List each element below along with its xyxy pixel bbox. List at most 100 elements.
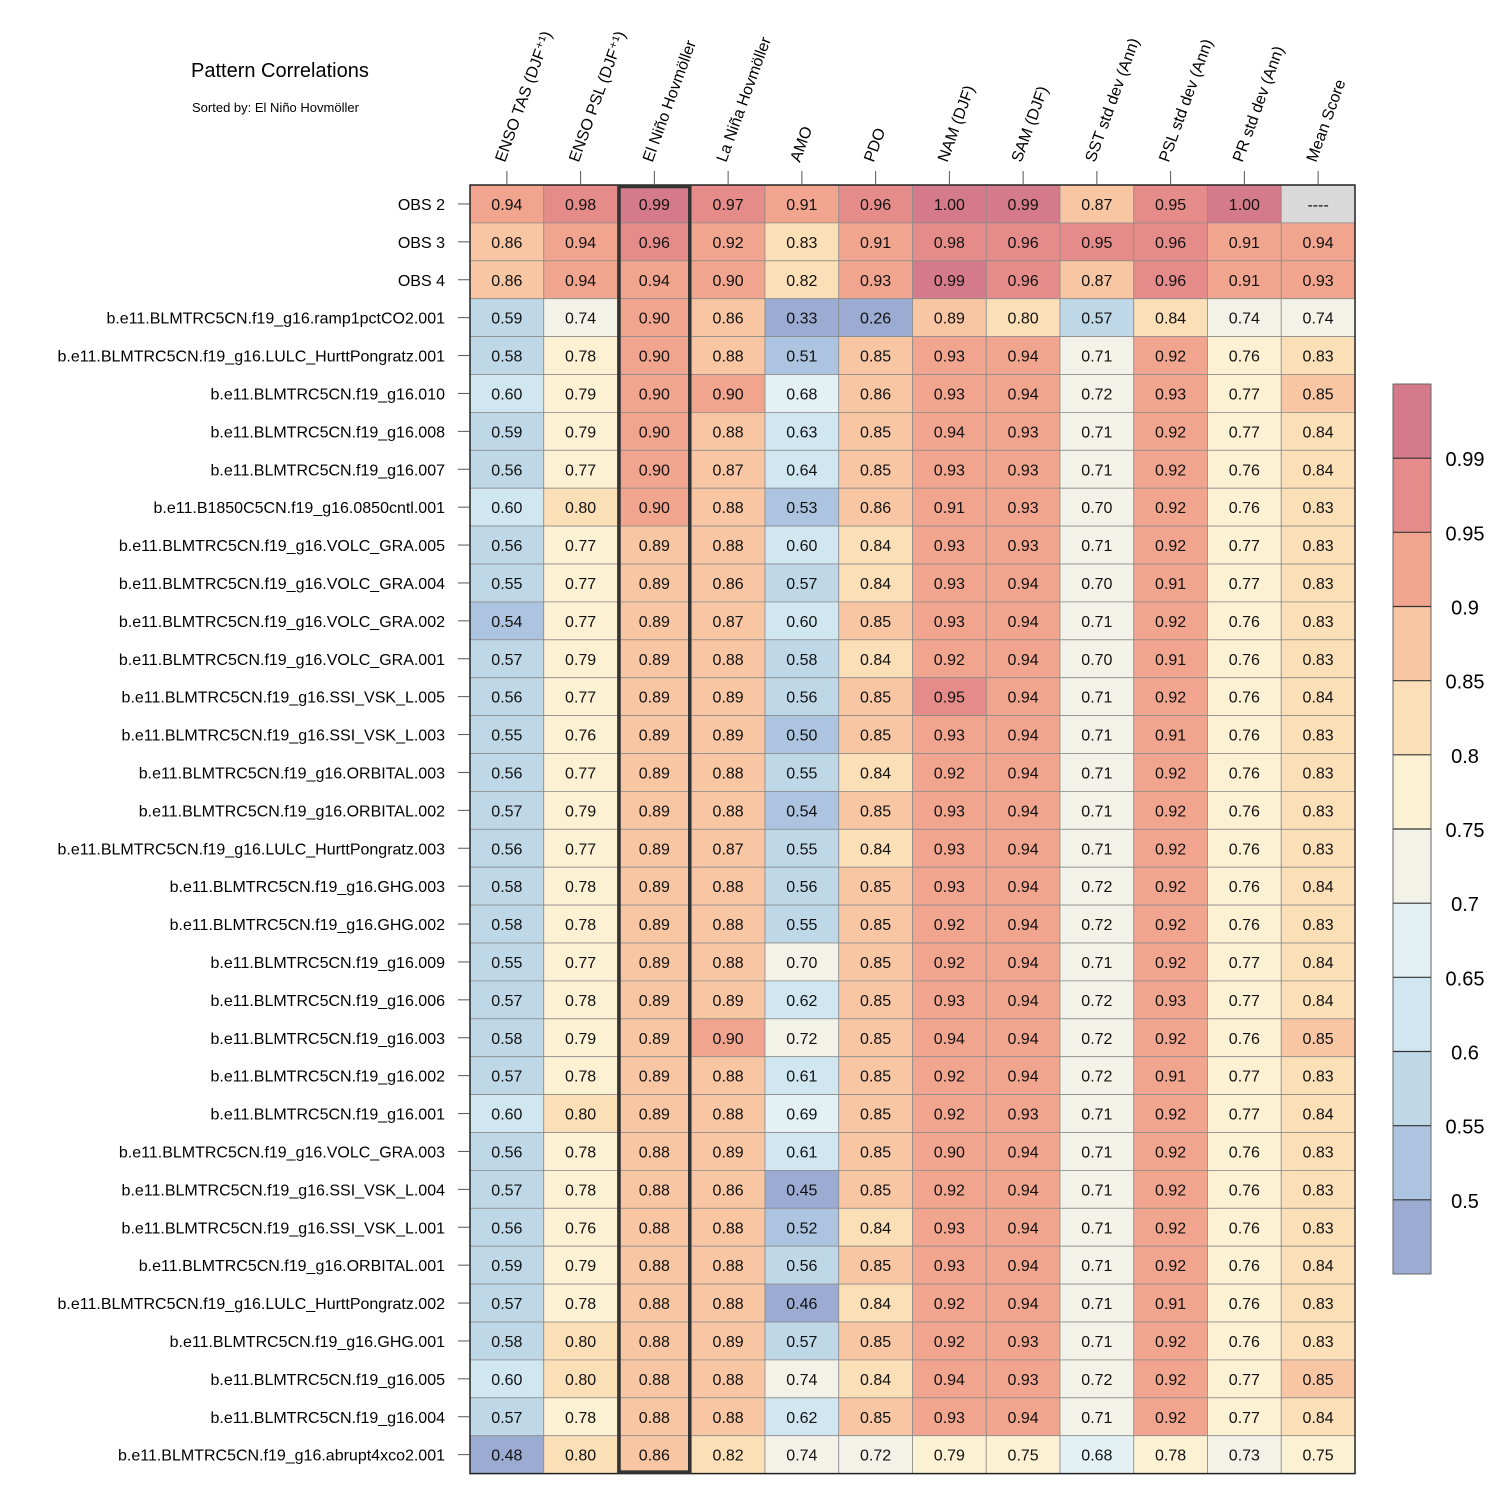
cell-value: 0.60 bbox=[491, 1372, 522, 1389]
heatmap-cell bbox=[912, 487, 987, 527]
colorbar-segment bbox=[1393, 754, 1431, 829]
cell-value: 0.92 bbox=[1155, 614, 1186, 631]
cell-value: 0.83 bbox=[1303, 500, 1334, 517]
cell-value: 0.88 bbox=[713, 538, 744, 555]
heatmap-cell bbox=[1207, 1094, 1282, 1133]
cell-value: 0.89 bbox=[639, 614, 670, 631]
cell-value: 0.80 bbox=[565, 1448, 596, 1465]
cell-value: 0.87 bbox=[713, 462, 744, 479]
heatmap-cell bbox=[985, 639, 1061, 679]
heatmap-cell bbox=[985, 1207, 1061, 1247]
cell-value: 0.94 bbox=[1008, 1410, 1039, 1427]
cell-value: 0.92 bbox=[934, 652, 965, 669]
heatmap-cell bbox=[1207, 449, 1282, 489]
cell-value: 0.76 bbox=[1229, 917, 1260, 934]
heatmap-cell bbox=[1280, 449, 1356, 489]
heatmap-cell bbox=[1280, 753, 1356, 792]
colorbar-segment bbox=[1393, 977, 1431, 1052]
heatmap-cell bbox=[912, 1056, 987, 1095]
heatmap-cell bbox=[1207, 715, 1282, 754]
heatmap-cell bbox=[1133, 942, 1208, 982]
cell-value: 0.88 bbox=[713, 1372, 744, 1389]
heatmap-cell bbox=[985, 1245, 1061, 1285]
cell-value: 0.83 bbox=[1303, 917, 1334, 934]
heatmap-cell bbox=[912, 298, 987, 338]
cell-value: 0.71 bbox=[1081, 1258, 1112, 1275]
heatmap-cell bbox=[469, 828, 545, 868]
cell-value: 0.68 bbox=[1081, 1448, 1112, 1465]
cell-value: 0.74 bbox=[1303, 311, 1334, 328]
heatmap-cell bbox=[690, 1207, 766, 1247]
cell-value: 0.94 bbox=[1008, 1220, 1039, 1237]
heatmap-cell bbox=[1133, 639, 1208, 679]
cell-value: 0.59 bbox=[491, 424, 522, 441]
colorbar-label: 0.55 bbox=[1446, 1117, 1485, 1139]
cell-value: 0.79 bbox=[565, 652, 596, 669]
cell-value: 0.80 bbox=[1008, 311, 1039, 328]
colorbar-segment bbox=[1393, 1051, 1431, 1126]
cell-value: 0.83 bbox=[786, 235, 817, 252]
heatmap-cell bbox=[469, 601, 545, 641]
colorbar-segment bbox=[1393, 606, 1431, 681]
row-label: b.e11.BLMTRC5CN.f19_g16.GHG.001 bbox=[170, 1334, 446, 1351]
heatmap-cell bbox=[617, 563, 692, 603]
cell-value: 0.56 bbox=[786, 1258, 817, 1275]
heatmap-cell bbox=[1207, 1207, 1282, 1247]
cell-value: 0.76 bbox=[565, 728, 596, 745]
cell-value: 0.92 bbox=[934, 1334, 965, 1351]
cell-value: 0.89 bbox=[639, 917, 670, 934]
cell-value: 0.45 bbox=[786, 1182, 817, 1199]
heatmap-cell bbox=[543, 1283, 618, 1323]
cell-value: 0.91 bbox=[1155, 728, 1186, 745]
heatmap-cell bbox=[690, 601, 766, 641]
cell-value: 0.95 bbox=[1081, 235, 1112, 252]
heatmap-cell bbox=[543, 1359, 618, 1399]
cell-value: 0.94 bbox=[565, 235, 596, 252]
cell-value: 0.71 bbox=[1081, 1334, 1112, 1351]
cell-value: 0.57 bbox=[491, 1069, 522, 1086]
cell-value: 0.92 bbox=[713, 235, 744, 252]
cell-value: 0.83 bbox=[1303, 1069, 1334, 1086]
heatmap-cell bbox=[1133, 222, 1208, 262]
heatmap-cell bbox=[1133, 601, 1208, 641]
heatmap-cell bbox=[543, 411, 618, 451]
cell-value: 0.89 bbox=[639, 803, 670, 820]
cell-value: 0.77 bbox=[565, 614, 596, 631]
column-label: PR std dev (Ann) bbox=[1230, 44, 1288, 164]
row-label: b.e11.BLMTRC5CN.f19_g16.006 bbox=[210, 993, 445, 1010]
heatmap-cell bbox=[1133, 563, 1208, 603]
cell-value: 0.76 bbox=[1229, 690, 1260, 707]
cell-value: 0.56 bbox=[491, 1220, 522, 1237]
cell-value: 0.92 bbox=[1155, 1144, 1186, 1161]
cell-value: 0.89 bbox=[639, 1107, 670, 1124]
heatmap-cell bbox=[764, 753, 840, 792]
cell-value: 0.92 bbox=[1155, 917, 1186, 934]
cell-value: 0.93 bbox=[1303, 273, 1334, 290]
colorbar-segment bbox=[1393, 384, 1431, 459]
cell-value: 0.85 bbox=[860, 462, 891, 479]
cell-value: 0.85 bbox=[860, 1410, 891, 1427]
cell-value: 0.98 bbox=[934, 235, 965, 252]
column-label: SST std dev (Ann) bbox=[1083, 36, 1144, 164]
cell-value: 0.85 bbox=[860, 349, 891, 366]
cell-value: 0.26 bbox=[860, 311, 891, 328]
cell-value: 0.93 bbox=[934, 386, 965, 403]
row-label: OBS 4 bbox=[398, 273, 445, 290]
heatmap-cell bbox=[543, 639, 618, 679]
cell-value: 0.76 bbox=[1229, 765, 1260, 782]
cell-value: 0.88 bbox=[713, 1410, 744, 1427]
cell-value: 0.94 bbox=[1008, 1182, 1039, 1199]
cell-value: 0.93 bbox=[934, 993, 965, 1010]
row-label: OBS 3 bbox=[398, 235, 445, 252]
heatmap-cell bbox=[912, 525, 987, 565]
colorbar-label: 0.65 bbox=[1446, 968, 1485, 990]
cell-value: 0.94 bbox=[1008, 1258, 1039, 1275]
cell-value: 0.85 bbox=[860, 424, 891, 441]
heatmap-cell bbox=[838, 1321, 913, 1361]
cell-value: 0.77 bbox=[565, 538, 596, 555]
cell-value: 0.71 bbox=[1081, 538, 1112, 555]
heatmap-cell bbox=[838, 298, 913, 338]
cell-value: 0.93 bbox=[860, 273, 891, 290]
cell-value: 0.80 bbox=[565, 1334, 596, 1351]
cell-value: 0.83 bbox=[1303, 1144, 1334, 1161]
